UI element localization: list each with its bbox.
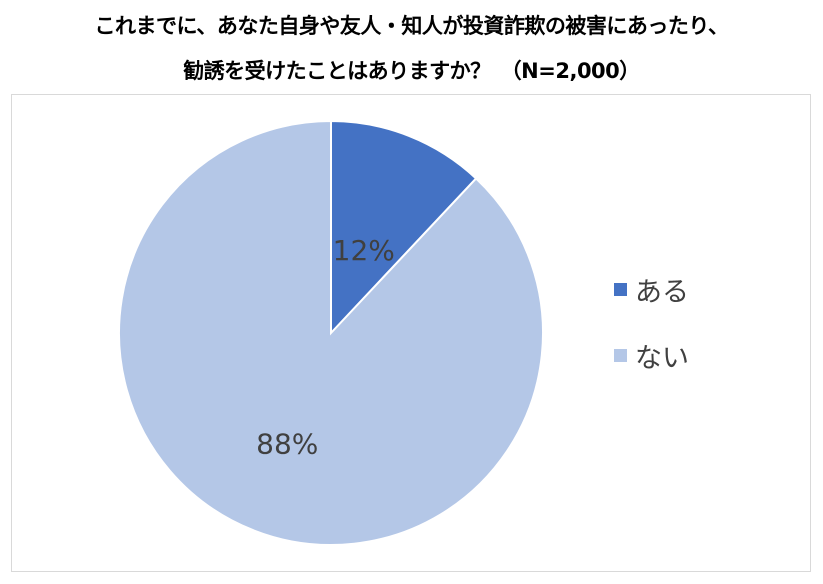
data-label-2: 88%	[256, 427, 318, 460]
legend-label: ない	[635, 343, 689, 374]
data-label-1: 12%	[333, 234, 395, 267]
pie-slice-2	[118, 119, 544, 546]
chart-title-line-1: これまでに、あなた自身や友人・知人が投資詐欺の被害にあったり、	[94, 14, 729, 38]
legend-swatch	[614, 349, 627, 362]
chart-area	[11, 94, 811, 572]
legend-item-nai: ない	[614, 336, 689, 375]
chart-title-line-2: 勧誘を受けたことはありますか？ （N=2,000）	[183, 59, 640, 83]
legend-swatch	[614, 283, 627, 296]
legend-label: ある	[635, 277, 689, 308]
pie-slice-1	[330, 119, 478, 336]
legend-item-aru: ある	[614, 270, 689, 309]
